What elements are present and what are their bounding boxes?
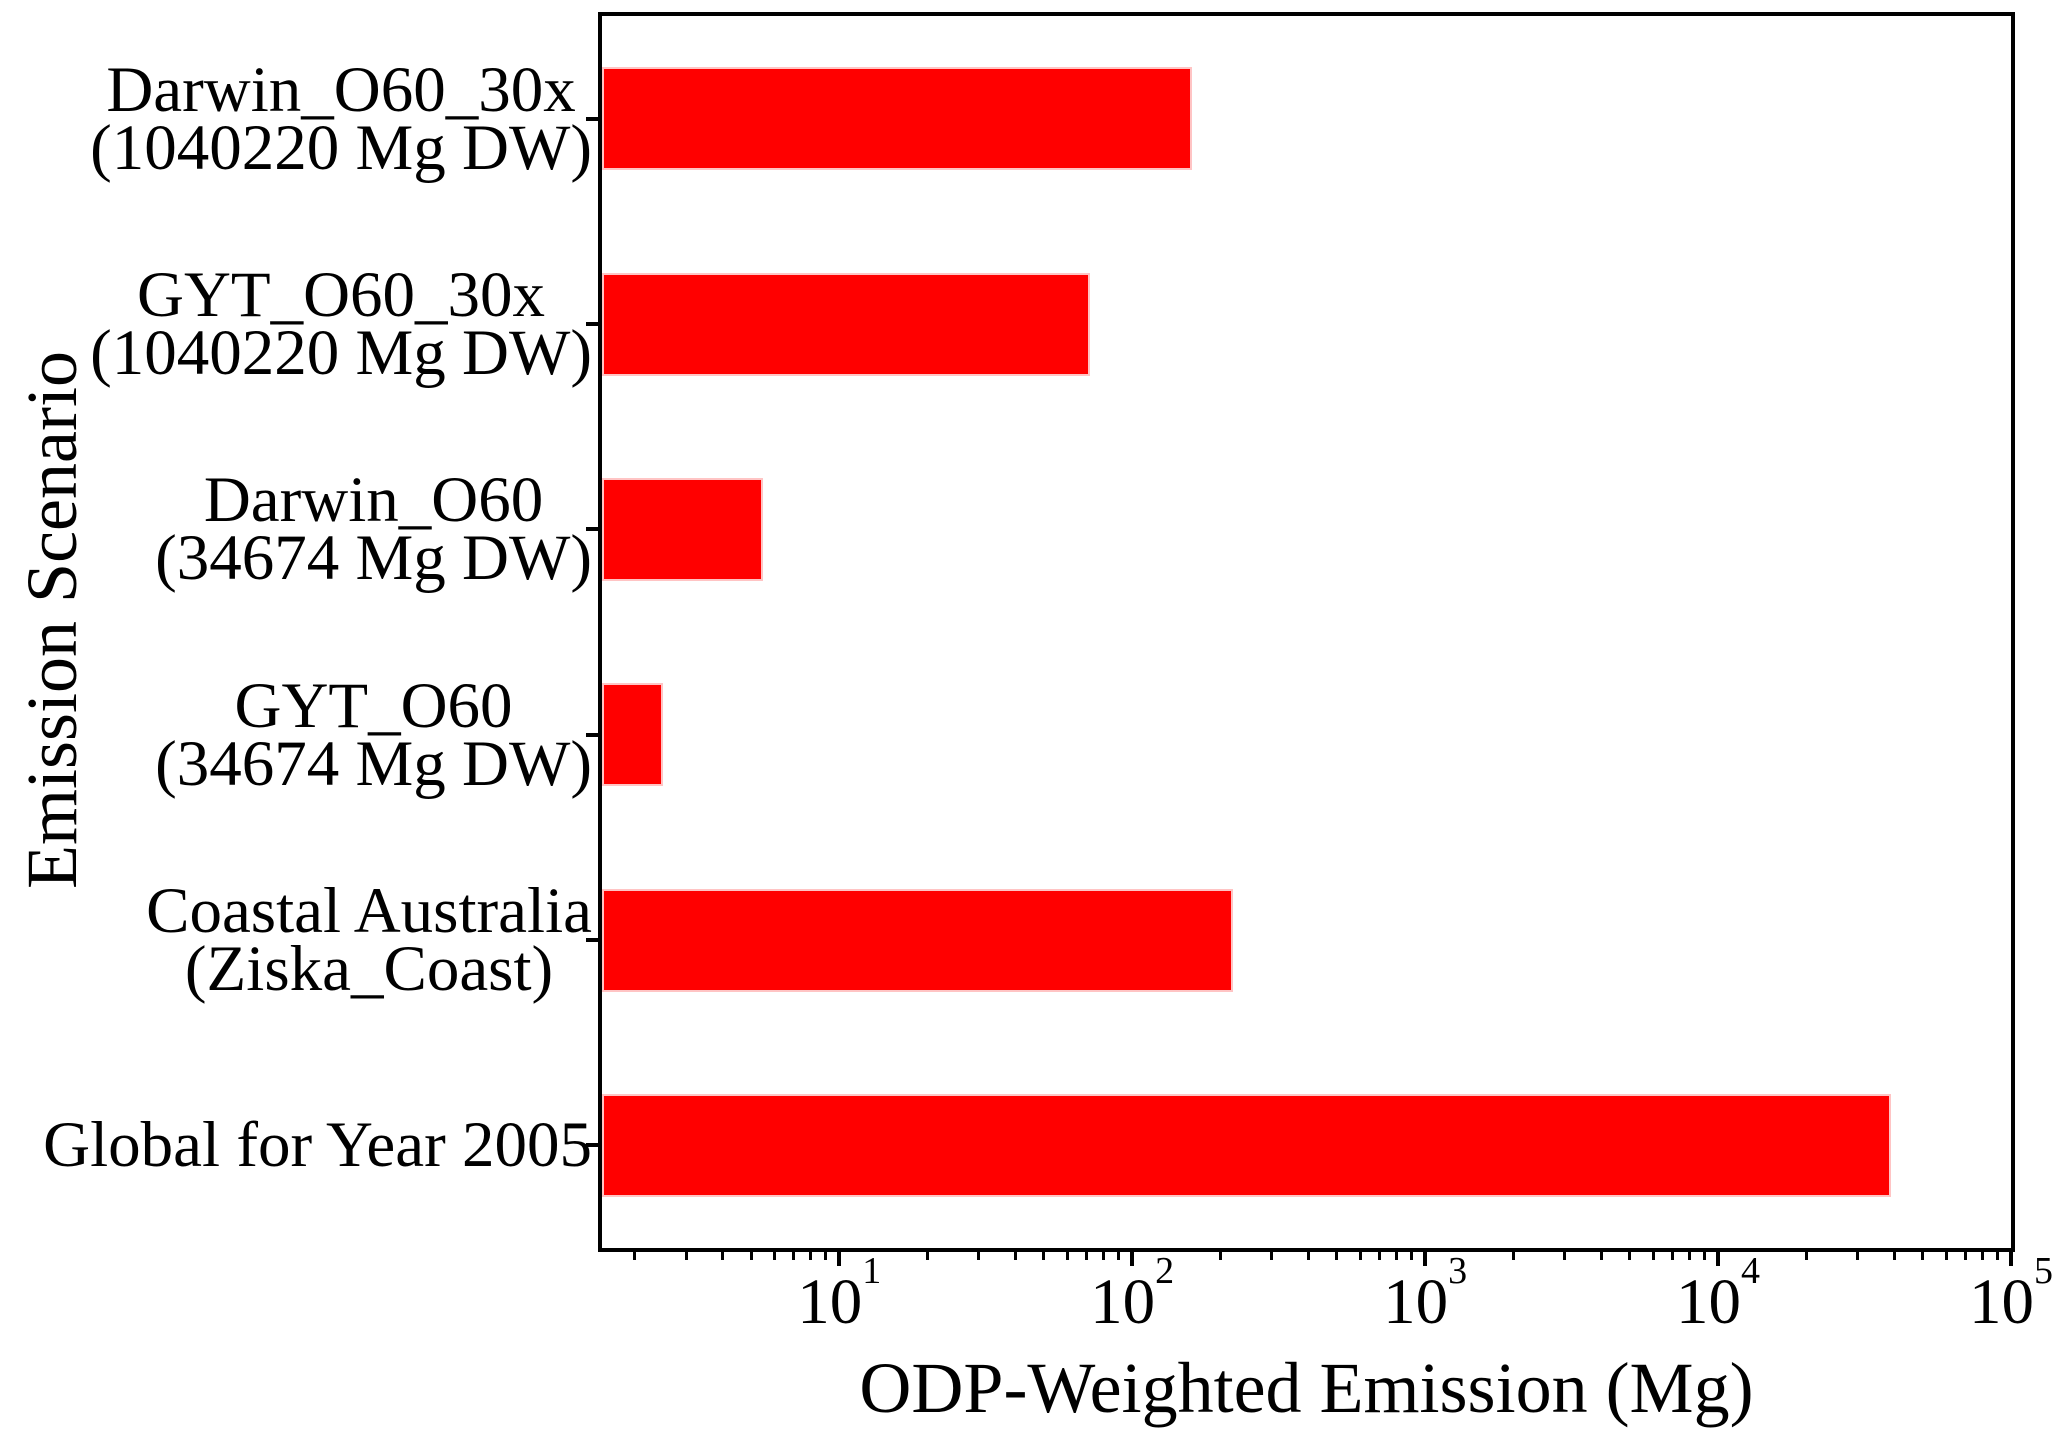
x-minor-tick (1688, 1252, 1692, 1260)
y-tick (586, 527, 598, 532)
x-minor-tick (1628, 1252, 1632, 1260)
y-axis-label: Emission Scenario (12, 351, 92, 889)
x-minor-tick (684, 1252, 688, 1260)
bar (602, 67, 1192, 171)
y-tick (586, 1143, 598, 1148)
x-minor-tick (1996, 1252, 2000, 1260)
x-minor-tick (1856, 1252, 1860, 1260)
x-axis-label: ODP-Weighted Emission (Mg) (859, 1348, 1754, 1428)
x-minor-tick (1410, 1252, 1414, 1260)
y-tick-label: GYT_O60_30x (1040220 Mg DW) (90, 259, 592, 389)
y-tick-label: Darwin_O60_30x (1040220 Mg DW) (90, 53, 592, 184)
x-minor-tick (1378, 1252, 1382, 1260)
x-tick-label: 104 (1676, 1250, 1761, 1338)
x-minor-tick (1981, 1252, 1985, 1260)
x-minor-tick (925, 1252, 929, 1260)
x-major-tick (1423, 1252, 1428, 1266)
x-minor-tick (1599, 1252, 1603, 1260)
x-minor-tick (1511, 1252, 1515, 1260)
bar (602, 888, 1233, 992)
x-minor-tick (809, 1252, 813, 1260)
bar (602, 477, 764, 581)
y-tick-label: Global for Year 2005 (43, 1109, 592, 1182)
y-tick (586, 322, 598, 326)
x-minor-tick (977, 1252, 981, 1260)
x-minor-tick (1085, 1252, 1089, 1260)
x-minor-tick (1921, 1252, 1925, 1260)
x-minor-tick (749, 1252, 753, 1260)
x-minor-tick (772, 1252, 776, 1260)
x-minor-tick (1335, 1252, 1339, 1260)
x-minor-tick (1892, 1252, 1896, 1260)
x-major-tick (2009, 1252, 2013, 1266)
x-minor-tick (632, 1252, 636, 1260)
x-tick-label: 102 (1090, 1250, 1175, 1338)
x-minor-tick (1804, 1252, 1808, 1260)
x-tick-label: 105 (1969, 1250, 2053, 1338)
bar (602, 272, 1091, 376)
bar (602, 1093, 1892, 1197)
x-minor-tick (1651, 1252, 1655, 1260)
x-minor-tick (1117, 1252, 1121, 1260)
x-minor-tick (824, 1252, 828, 1260)
x-major-tick (1716, 1252, 1721, 1266)
x-minor-tick (1102, 1252, 1106, 1260)
x-minor-tick (1703, 1252, 1707, 1260)
x-minor-tick (1395, 1252, 1399, 1260)
x-major-tick (837, 1252, 842, 1266)
x-minor-tick (792, 1252, 796, 1260)
x-tick-label: 103 (1383, 1250, 1468, 1338)
x-minor-tick (1065, 1252, 1069, 1260)
y-tick-label: GYT_O60 (34674 Mg DW) (155, 669, 592, 800)
x-minor-tick (1671, 1252, 1675, 1260)
x-minor-tick (1964, 1252, 1968, 1260)
y-tick (586, 116, 598, 121)
y-tick (586, 732, 598, 737)
x-minor-tick (1358, 1252, 1362, 1260)
x-minor-tick (1042, 1252, 1046, 1260)
x-minor-tick (1014, 1252, 1018, 1260)
x-minor-tick (1218, 1252, 1222, 1260)
plot-area (586, 12, 2015, 1266)
y-tick (586, 938, 598, 942)
x-minor-tick (1270, 1252, 1274, 1260)
x-minor-tick (1563, 1252, 1567, 1260)
x-minor-tick (721, 1252, 725, 1260)
y-tick-label: Coastal Australia (Ziska_Coast) (146, 875, 592, 1005)
bar (602, 683, 663, 787)
x-minor-tick (1307, 1252, 1311, 1260)
x-tick-label: 101 (797, 1250, 882, 1338)
x-major-tick (1130, 1252, 1135, 1266)
y-tick-label: Darwin_O60 (34674 Mg DW) (155, 464, 592, 595)
x-minor-tick (1944, 1252, 1948, 1260)
